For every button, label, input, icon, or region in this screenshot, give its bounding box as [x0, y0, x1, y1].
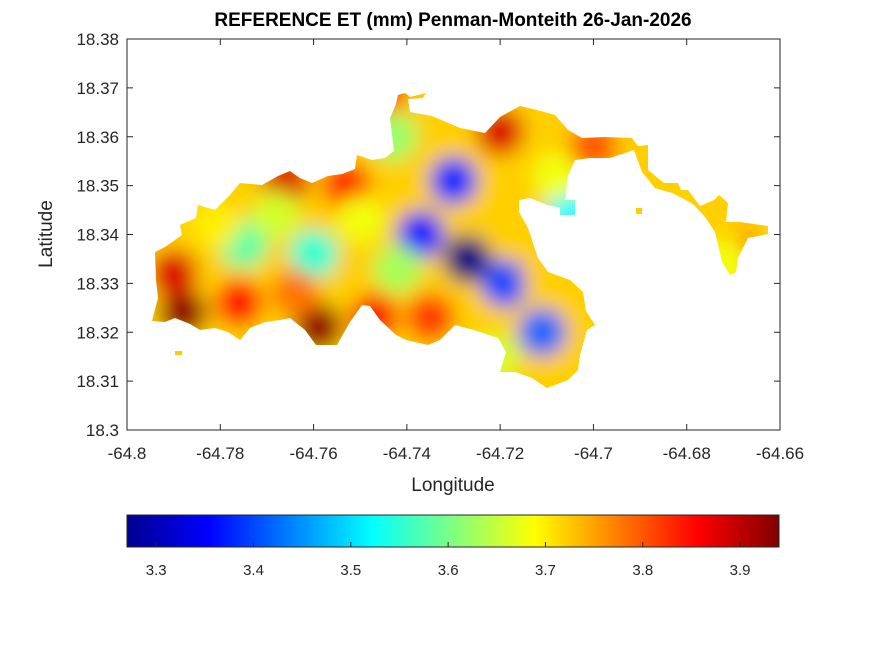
colorbar-tick-label: 3.9: [730, 562, 751, 579]
x-tick-label: -64.7: [574, 444, 613, 463]
surface-feature: [289, 230, 338, 279]
surface-feature: [518, 308, 567, 357]
surface-feature: [191, 200, 240, 249]
x-tick-label: -64.74: [383, 444, 431, 463]
y-tick-label: 18.31: [76, 372, 119, 391]
x-tick-label: -64.78: [196, 444, 244, 463]
x-tick-label: -64.72: [476, 444, 524, 463]
surface-feature: [214, 278, 263, 327]
y-tick-label: 18.37: [76, 79, 119, 98]
colorbar-tick-label: 3.6: [438, 562, 459, 579]
colorbar-tick-label: 3.8: [632, 562, 653, 579]
surface-feature: [406, 293, 455, 342]
x-tick-label: -64.68: [663, 444, 711, 463]
surface-feature: [480, 259, 529, 308]
y-tick-label: 18.33: [76, 274, 119, 293]
surface-feature: [152, 249, 198, 298]
plot-area: -64.8 -64.78 -64.76 -64.74 -64.72 -64.7 -64.68…: [76, 30, 804, 463]
surface-feature: [443, 234, 492, 283]
chart-title: REFERENCE ET (mm) Penman-Monteith 26-Jan…: [214, 10, 691, 31]
y-tick-label: 18.32: [76, 323, 119, 342]
y-tick-label: 18.36: [76, 128, 119, 147]
y-axis-label: Latitude: [36, 200, 57, 268]
x-tick-label: -64.8: [108, 444, 147, 463]
y-tick-label: 18.38: [76, 30, 119, 49]
x-axis: -64.8 -64.78 -64.76 -64.74 -64.72 -64.7 -64.68…: [108, 39, 804, 463]
x-tick-label: -64.66: [756, 444, 804, 463]
x-axis-label: Longitude: [411, 475, 494, 496]
colorbar-tick-label: 3.3: [146, 562, 167, 579]
surface-feature: [429, 156, 478, 205]
surface-feature: [336, 195, 385, 244]
x-tick-label: -64.76: [289, 444, 337, 463]
colorbar: 3.3 3.4 3.5 3.6 3.7 3.8 3.9: [126, 514, 780, 579]
colorbar-ticks: 3.3 3.4 3.5 3.6 3.7 3.8 3.9: [146, 542, 751, 579]
y-tick-label: 18.3: [86, 421, 119, 440]
surface-feature: [373, 244, 422, 293]
y-axis: 18.3 18.31 18.32 18.33 18.34 18.35 18.36 18.37 1…: [76, 30, 780, 440]
colorbar-gradient: [126, 514, 780, 548]
y-tick-label: 18.35: [76, 177, 119, 196]
surface-feature: [252, 190, 301, 239]
y-tick-label: 18.34: [76, 226, 119, 245]
colorbar-tick-label: 3.5: [340, 562, 361, 579]
surface-feature: [396, 210, 445, 259]
colorbar-tick-label: 3.7: [535, 562, 556, 579]
surface-feature: [270, 269, 319, 318]
colorbar-tick-label: 3.4: [243, 562, 264, 579]
